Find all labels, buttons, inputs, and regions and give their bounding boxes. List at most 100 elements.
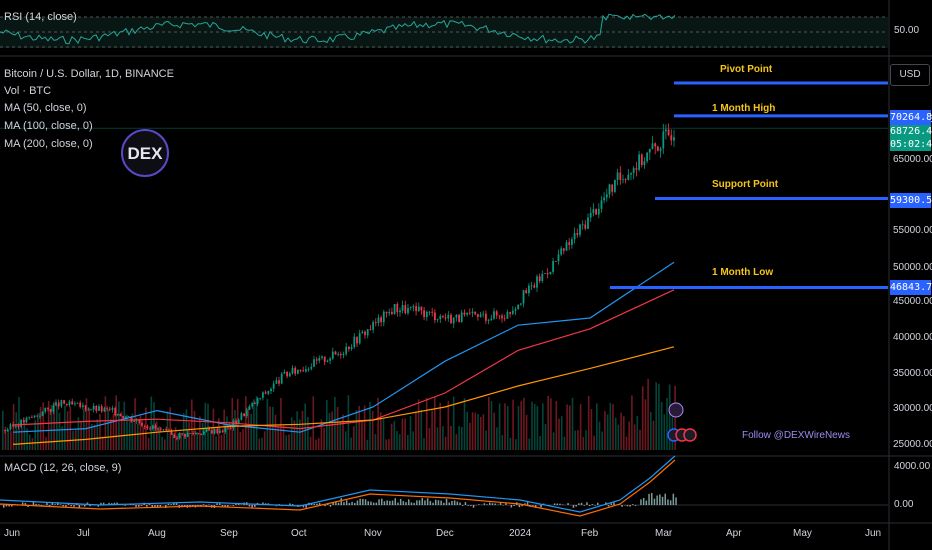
candle-body bbox=[202, 431, 205, 435]
candle-body bbox=[372, 322, 374, 330]
volume-bar bbox=[496, 427, 498, 450]
macd-histogram-bar bbox=[626, 505, 629, 507]
candle-body bbox=[404, 305, 407, 314]
macd-histogram-bar bbox=[24, 502, 27, 505]
candle-body bbox=[506, 312, 509, 319]
macd-histogram-bar bbox=[669, 500, 672, 505]
candle-body bbox=[79, 402, 82, 407]
follow-text: Follow @DEXWireNews bbox=[742, 430, 850, 441]
volume-bar bbox=[463, 398, 466, 450]
macd-histogram-bar bbox=[567, 502, 569, 505]
candle-body bbox=[600, 200, 603, 209]
candle-body bbox=[428, 311, 431, 313]
volume-bar bbox=[2, 410, 4, 450]
candle-body bbox=[436, 319, 439, 321]
volume-bar bbox=[620, 412, 622, 450]
macd-histogram-bar bbox=[491, 503, 494, 506]
candle-body bbox=[546, 273, 549, 275]
volume-bar bbox=[328, 413, 331, 450]
candle-body bbox=[90, 409, 92, 411]
legend-ma50[interactable]: MA (50, close, 0) bbox=[4, 102, 87, 114]
volume-bar bbox=[531, 401, 533, 450]
volume-bar bbox=[369, 401, 371, 450]
volume-bar bbox=[134, 398, 136, 450]
volume-bar bbox=[285, 435, 288, 450]
volume-bar bbox=[83, 409, 85, 450]
volume-bar bbox=[223, 409, 225, 450]
macd-histogram-bar bbox=[305, 505, 307, 508]
candle-body bbox=[579, 224, 581, 235]
candle-body bbox=[33, 415, 36, 418]
candle-body bbox=[530, 285, 533, 287]
volume-bar bbox=[137, 423, 139, 450]
candle-body bbox=[466, 312, 468, 315]
candle-body bbox=[127, 416, 130, 418]
macd-histogram-bar bbox=[386, 500, 388, 506]
candle-body bbox=[425, 311, 428, 318]
volume-bar bbox=[85, 398, 88, 450]
candle-body bbox=[401, 305, 404, 311]
volume-bar bbox=[50, 404, 53, 450]
volume-bar bbox=[504, 403, 506, 450]
candle-body bbox=[321, 356, 323, 358]
volume-bar bbox=[515, 439, 517, 450]
volume-bar bbox=[631, 395, 633, 450]
macd-histogram-bar bbox=[21, 502, 24, 506]
macd-histogram-bar bbox=[524, 503, 526, 505]
macd-histogram-bar bbox=[113, 502, 116, 505]
candle-body bbox=[170, 431, 173, 435]
macd-histogram-bar bbox=[518, 505, 521, 508]
candle-body bbox=[181, 433, 184, 435]
macd-histogram-bar bbox=[532, 505, 534, 506]
legend-volume[interactable]: Vol · BTC bbox=[4, 85, 52, 97]
candle-body bbox=[657, 146, 659, 151]
candle-body bbox=[638, 154, 640, 170]
volume-bar bbox=[64, 405, 66, 450]
candle-body bbox=[554, 261, 557, 262]
candle-body bbox=[479, 314, 482, 317]
volume-bar bbox=[96, 419, 99, 450]
macd-histogram-bar bbox=[197, 505, 199, 506]
volume-bar bbox=[388, 439, 390, 450]
candle-body bbox=[291, 367, 294, 374]
candle-body bbox=[393, 304, 396, 315]
macd-histogram-bar bbox=[278, 504, 280, 506]
legend-ma100[interactable]: MA (100, close, 0) bbox=[4, 120, 93, 132]
macd-histogram-bar bbox=[391, 500, 394, 505]
time-axis-label: Jun bbox=[865, 528, 882, 539]
volume-bar bbox=[415, 411, 417, 450]
macd-histogram-bar bbox=[343, 502, 345, 506]
macd-histogram-bar bbox=[526, 502, 529, 506]
volume-bar bbox=[201, 422, 204, 450]
macd-histogram-bar bbox=[443, 502, 445, 506]
candle-body bbox=[595, 209, 597, 215]
last-price-tag: 68726.48 bbox=[890, 125, 932, 138]
macd-histogram-bar bbox=[594, 505, 596, 506]
candle-body bbox=[654, 143, 657, 147]
volume-bar bbox=[606, 414, 609, 450]
candle-body bbox=[659, 148, 662, 151]
legend-ma200[interactable]: MA (200, close, 0) bbox=[4, 138, 93, 150]
dex-logo: DEX bbox=[121, 129, 169, 177]
volume-bar bbox=[220, 434, 223, 450]
macd-histogram-bar bbox=[70, 505, 72, 507]
candle-body bbox=[334, 351, 337, 355]
rsi-label: RSI (14, close) bbox=[4, 11, 77, 23]
candle-body bbox=[116, 414, 119, 416]
volume-bar bbox=[596, 403, 598, 450]
volume-bar bbox=[533, 403, 536, 450]
candlesticks bbox=[4, 123, 675, 441]
macd-tick-top: 4000.00 bbox=[894, 461, 931, 472]
macd-histogram-bar bbox=[672, 493, 675, 506]
candle-body bbox=[487, 320, 490, 321]
candle-body bbox=[431, 311, 434, 313]
volume-bar bbox=[601, 431, 603, 450]
currency-button[interactable]: USD bbox=[890, 64, 930, 86]
candle-body bbox=[477, 314, 479, 317]
candle-body bbox=[92, 405, 95, 410]
symbol-title[interactable]: Bitcoin / U.S. Dollar, 1D, BINANCE bbox=[4, 68, 174, 80]
volume-bar bbox=[641, 386, 644, 450]
candle-body bbox=[358, 333, 361, 344]
candle-body bbox=[211, 430, 213, 434]
candle-body bbox=[439, 316, 442, 320]
